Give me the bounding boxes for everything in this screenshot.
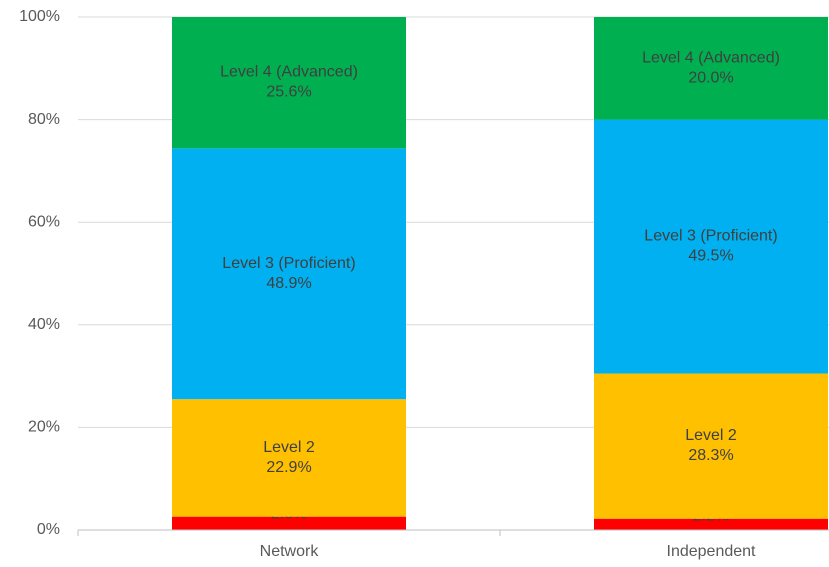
value-label: 48.9% (266, 275, 311, 292)
data-label: Level 2 28.3% (685, 427, 737, 464)
bar-segment (594, 518, 828, 530)
y-tick-label: 80% (28, 111, 60, 128)
y-tick-label: 20% (28, 419, 60, 436)
data-label: Level 4 (Advanced) 20.0% (642, 50, 780, 87)
x-tick-label: Network (260, 543, 320, 560)
value-label: 25.6% (266, 84, 311, 101)
value-label: 22.9% (266, 459, 311, 476)
bar-segment (594, 373, 828, 519)
x-tick-label: Independent (667, 543, 757, 560)
y-tick-label: 100% (19, 8, 60, 25)
value-label: 20.0% (688, 70, 733, 87)
y-tick-label: 40% (28, 316, 60, 333)
bar-segment (172, 516, 406, 530)
series-name: Level 3 (Proficient) (222, 255, 355, 272)
y-tick-label: 60% (28, 213, 60, 230)
data-label: Level 4 (Advanced) 25.6% (220, 64, 358, 101)
data-label: Level 3 (Proficient) 48.9% (222, 255, 355, 292)
bar-segment (594, 17, 828, 120)
series-name: Level 2 (685, 427, 737, 444)
series-name: Level 4 (Advanced) (220, 64, 358, 81)
series-name: Level 4 (Advanced) (642, 50, 780, 67)
series-name: Level 2 (263, 439, 315, 456)
data-label: Level 3 (Proficient) 49.5% (644, 228, 777, 265)
series-name: Level 3 (Proficient) (644, 228, 777, 245)
value-label: 49.5% (688, 248, 733, 265)
bar-segment (172, 148, 406, 400)
bar-segment (594, 119, 828, 374)
bar-segment (172, 17, 406, 149)
y-tick-label: 0% (37, 521, 60, 538)
bar-segment (172, 399, 406, 517)
value-label: 28.3% (688, 447, 733, 464)
data-label: Level 2 22.9% (263, 439, 315, 476)
